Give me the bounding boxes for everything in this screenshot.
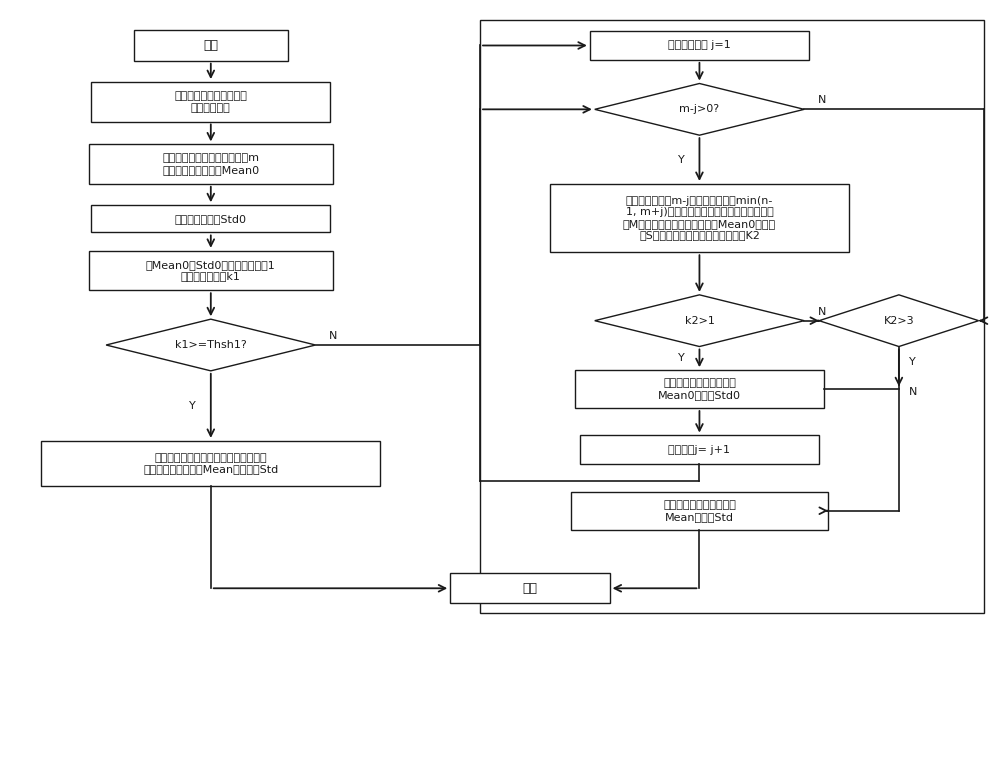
FancyBboxPatch shape [41, 441, 380, 486]
Text: 从残差序列位置m-j处开始，到位置min(n-
1, m+j)处结束，分别计算各通道残差的平方
和M与各通道残差减去残差均值Mean0的平方
和S，并统计参与该: 从残差序列位置m-j处开始，到位置min(n- 1, m+j)处结束，分别计算各… [623, 195, 776, 240]
FancyBboxPatch shape [575, 370, 824, 408]
FancyBboxPatch shape [550, 184, 849, 253]
Text: 设置初始标准差Std0: 设置初始标准差Std0 [175, 214, 247, 224]
Text: Y: Y [678, 155, 685, 165]
FancyBboxPatch shape [91, 82, 330, 121]
Text: 结束: 结束 [522, 581, 537, 595]
Text: 设置变量j= j+1: 设置变量j= j+1 [668, 445, 730, 455]
Text: m-j>0?: m-j>0? [679, 105, 720, 114]
Text: k2>1: k2>1 [685, 316, 714, 326]
Text: N: N [909, 387, 917, 398]
FancyBboxPatch shape [580, 436, 819, 465]
Text: 重新计算残差序列的均值
Mean0和标准Std0: 重新计算残差序列的均值 Mean0和标准Std0 [658, 378, 741, 400]
Text: N: N [818, 95, 826, 105]
Text: 重新计算残差序列的均值
Mean和标准Std: 重新计算残差序列的均值 Mean和标准Std [663, 500, 736, 522]
Text: 开始: 开始 [203, 39, 218, 52]
Text: 对所有通道残差序列进行
由大到小排序: 对所有通道残差序列进行 由大到小排序 [174, 91, 247, 112]
Text: 取排序后的残差序列中间位置m
的元素作为初始均值Mean0: 取排序后的残差序列中间位置m 的元素作为初始均值Mean0 [162, 153, 259, 175]
FancyBboxPatch shape [91, 205, 330, 233]
FancyBboxPatch shape [450, 573, 610, 604]
Text: 以Mean0和Std0计算不满足条件1
门限的通道个数k1: 以Mean0和Std0计算不满足条件1 门限的通道个数k1 [146, 259, 276, 282]
Text: K2>3: K2>3 [884, 316, 914, 326]
Polygon shape [819, 295, 979, 346]
FancyBboxPatch shape [89, 144, 333, 184]
Polygon shape [106, 319, 316, 371]
Text: Y: Y [189, 401, 196, 410]
Polygon shape [595, 83, 804, 135]
Text: k1>=Thsh1?: k1>=Thsh1? [175, 340, 247, 350]
FancyBboxPatch shape [590, 31, 809, 60]
Text: 设置变量初值 j=1: 设置变量初值 j=1 [668, 40, 731, 50]
FancyBboxPatch shape [134, 31, 288, 61]
Text: 去除残差最大最小的通道后，直接统计
其余通道残差的均值Mean和标准差Std: 去除残差最大最小的通道后，直接统计 其余通道残差的均值Mean和标准差Std [143, 452, 278, 475]
Polygon shape [595, 295, 804, 346]
FancyBboxPatch shape [571, 491, 828, 530]
FancyBboxPatch shape [89, 251, 333, 290]
Text: N: N [329, 331, 338, 341]
Text: N: N [818, 307, 826, 317]
Text: Y: Y [909, 357, 916, 367]
Text: Y: Y [678, 353, 685, 363]
